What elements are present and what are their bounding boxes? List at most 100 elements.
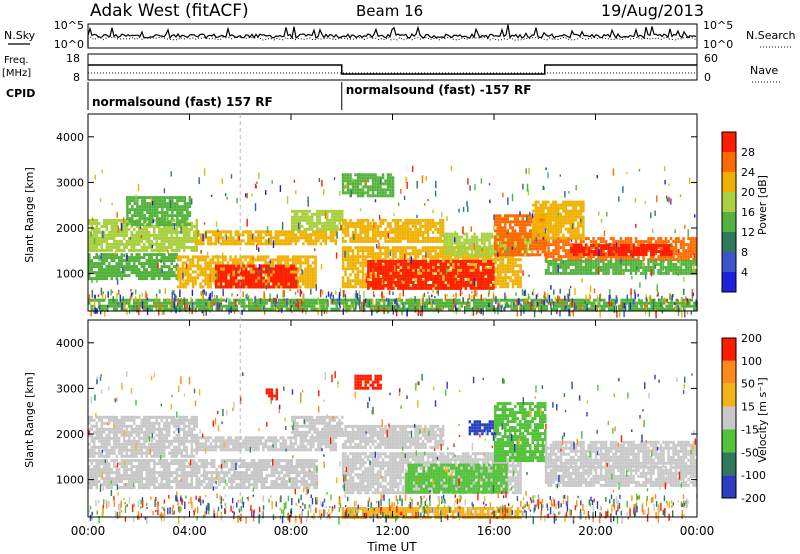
heat-cell	[514, 235, 517, 239]
heat-cell	[311, 255, 315, 259]
heat-cell	[289, 279, 293, 283]
heat-cell	[489, 259, 493, 263]
heat-cell	[316, 221, 319, 225]
heat-cell	[421, 236, 425, 240]
heat-cell	[411, 258, 415, 262]
cpid-strip: CPID normalsound (fast) 157 RFnormalsoun…	[6, 82, 531, 110]
heat-cell	[529, 214, 532, 218]
heat-cell	[552, 258, 555, 262]
heat-cell	[324, 242, 328, 246]
heat-cell	[489, 286, 493, 290]
heat-cell	[589, 268, 593, 272]
heat-cell	[361, 246, 365, 250]
heat-cell	[108, 233, 111, 237]
heat-cell	[474, 277, 478, 281]
heat-cell	[557, 246, 560, 250]
heat-cell	[311, 218, 314, 222]
heat-cell	[579, 252, 583, 256]
heat-cell	[645, 250, 648, 253]
heat-cell	[534, 238, 537, 242]
heat-cell	[294, 242, 298, 246]
heat-cell	[291, 270, 295, 274]
heat-cell	[514, 223, 517, 227]
heat-cell	[592, 255, 595, 259]
heat-cell	[559, 227, 563, 231]
heat-cell	[404, 230, 407, 234]
heat-cell	[504, 232, 507, 236]
heat-cell	[667, 271, 670, 275]
heat-cell	[532, 215, 535, 219]
heat-cell	[617, 262, 620, 266]
heat-cell	[429, 286, 433, 290]
heat-cell	[509, 232, 512, 236]
heat-cell	[231, 285, 235, 289]
heat-cell	[356, 173, 360, 177]
heat-cell	[259, 258, 262, 262]
heat-cell	[371, 236, 375, 240]
heat-cell	[351, 267, 355, 271]
heat-cell	[136, 223, 139, 227]
heat-cell	[464, 280, 468, 284]
heat-cell	[463, 241, 466, 245]
heat-cell	[391, 246, 395, 250]
heat-cell	[113, 256, 116, 260]
heat-cell	[617, 240, 620, 244]
heat-cell	[487, 262, 490, 266]
heat-cell	[359, 239, 362, 243]
heat-cell	[306, 270, 310, 274]
heat-cell	[659, 240, 663, 244]
heat-cell	[382, 259, 385, 263]
heat-cell	[547, 215, 550, 219]
heat-cell	[141, 217, 144, 221]
heat-cell	[396, 249, 400, 253]
heat-cell	[672, 255, 675, 259]
heat-cell	[279, 279, 283, 283]
heat-cell	[274, 242, 278, 246]
heat-cell	[612, 255, 615, 259]
heat-cell	[514, 214, 517, 218]
heat-cell	[449, 258, 452, 262]
heat-cell	[93, 271, 96, 275]
heat-cell	[156, 202, 159, 206]
heat-cell	[234, 230, 238, 234]
heat-cell	[402, 277, 405, 281]
heat-cell	[657, 240, 660, 244]
heat-cell	[351, 249, 355, 253]
heat-cell	[211, 267, 215, 271]
heat-cell	[284, 279, 288, 283]
heat-cell	[367, 274, 370, 278]
heat-cell	[569, 262, 573, 266]
heat-cell	[531, 244, 534, 248]
heat-cell	[145, 245, 148, 249]
heat-cell	[487, 259, 490, 263]
heat-cell	[463, 247, 466, 251]
heat-cell	[136, 205, 139, 209]
heat-cell	[160, 227, 163, 231]
heat-cell	[466, 255, 470, 259]
heat-cell	[630, 250, 633, 253]
heat-cell	[178, 245, 181, 249]
heat-cell	[394, 230, 397, 234]
heat-cell	[474, 282, 477, 286]
heat-cell	[349, 194, 352, 198]
heat-cell	[564, 227, 568, 231]
heat-cell	[513, 244, 516, 248]
heat-cell	[389, 274, 393, 278]
heat-cell	[607, 247, 611, 250]
heat-cell	[369, 246, 372, 250]
heat-cell	[682, 243, 685, 247]
heat-cell	[662, 271, 665, 275]
heat-cell	[392, 274, 395, 278]
heat-cell	[183, 223, 187, 227]
heat-cell	[592, 244, 596, 247]
heat-cell	[184, 273, 187, 277]
heat-cell	[469, 270, 472, 274]
heat-cell	[460, 250, 464, 254]
heat-cell	[647, 268, 650, 272]
heat-cell	[135, 230, 138, 234]
nsearch-label: N.Search	[746, 29, 796, 42]
heat-cell	[441, 233, 445, 237]
heat-cell	[351, 188, 355, 192]
heat-cell	[178, 224, 181, 228]
heat-cell	[346, 258, 350, 262]
